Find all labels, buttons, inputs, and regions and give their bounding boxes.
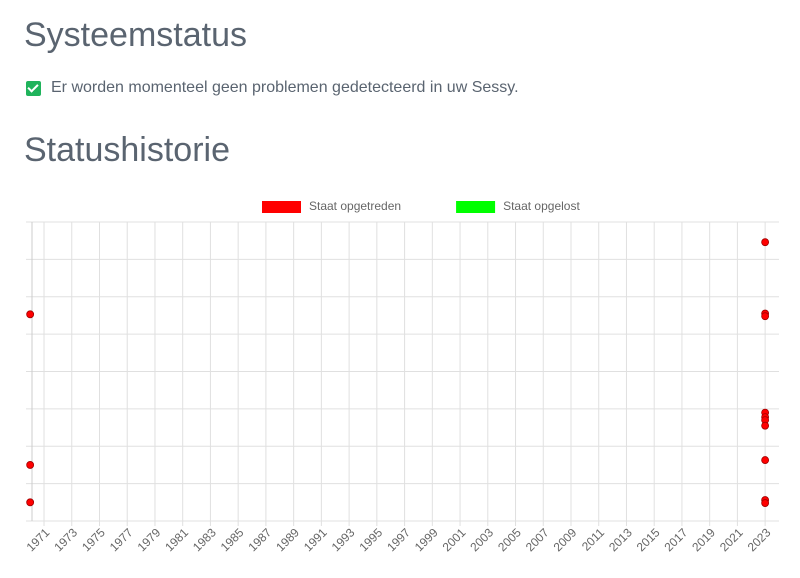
x-tick-label: 1997 (384, 525, 413, 554)
data-point (761, 238, 770, 247)
x-tick-label: 1999 (412, 525, 441, 554)
check-icon (26, 80, 41, 96)
x-tick-label: 2023 (745, 525, 774, 554)
data-point (26, 498, 35, 507)
data-point (26, 310, 35, 319)
x-tick-label: 2007 (523, 525, 552, 554)
data-point (761, 456, 770, 464)
x-tick-label: 1983 (190, 525, 219, 554)
x-tick-label: 2009 (551, 525, 580, 554)
x-tick-label: 2021 (717, 525, 746, 554)
x-tick-label: 2015 (634, 525, 663, 554)
x-tick-label: 1985 (218, 525, 247, 554)
status-message: Er worden momenteel geen problemen gedet… (51, 79, 519, 96)
x-tick-label: 2013 (606, 525, 635, 554)
x-tick-label: 1981 (162, 525, 191, 554)
x-tick-label: 1993 (329, 525, 358, 554)
data-point (26, 461, 35, 469)
x-tick-label: 1989 (273, 525, 302, 554)
status-row: Er worden momenteel geen problemen gedet… (26, 79, 519, 97)
x-tick-label: 2001 (440, 525, 469, 554)
data-point (761, 499, 770, 507)
x-tick-label: 1991 (301, 525, 330, 554)
x-tick-label: 2003 (467, 525, 496, 554)
page-title: Systeemstatus (24, 16, 247, 54)
x-tick-label: 2005 (495, 525, 524, 554)
x-tick-label: 1995 (356, 525, 385, 554)
x-tick-label: 1977 (107, 525, 136, 554)
data-point (761, 421, 770, 430)
section-title: Statushistorie (24, 131, 230, 169)
x-tick-label: 2017 (662, 525, 691, 554)
legend-swatch (262, 201, 301, 213)
chart: 1971197319751977197919811983198519871989… (24, 199, 779, 554)
legend-label: Staat opgelost (503, 199, 580, 213)
x-tick-label: 1979 (135, 525, 164, 554)
x-tick-label: 1987 (245, 525, 274, 554)
x-tick-label: 1971 (24, 525, 53, 554)
legend-swatch (456, 201, 496, 213)
legend-label: Staat opgetreden (309, 199, 401, 213)
x-tick-label: 2011 (579, 525, 607, 553)
x-tick-label: 1973 (51, 525, 80, 554)
x-tick-label: 1975 (79, 525, 108, 554)
x-tick-label: 2019 (689, 525, 718, 554)
data-point (761, 312, 770, 321)
